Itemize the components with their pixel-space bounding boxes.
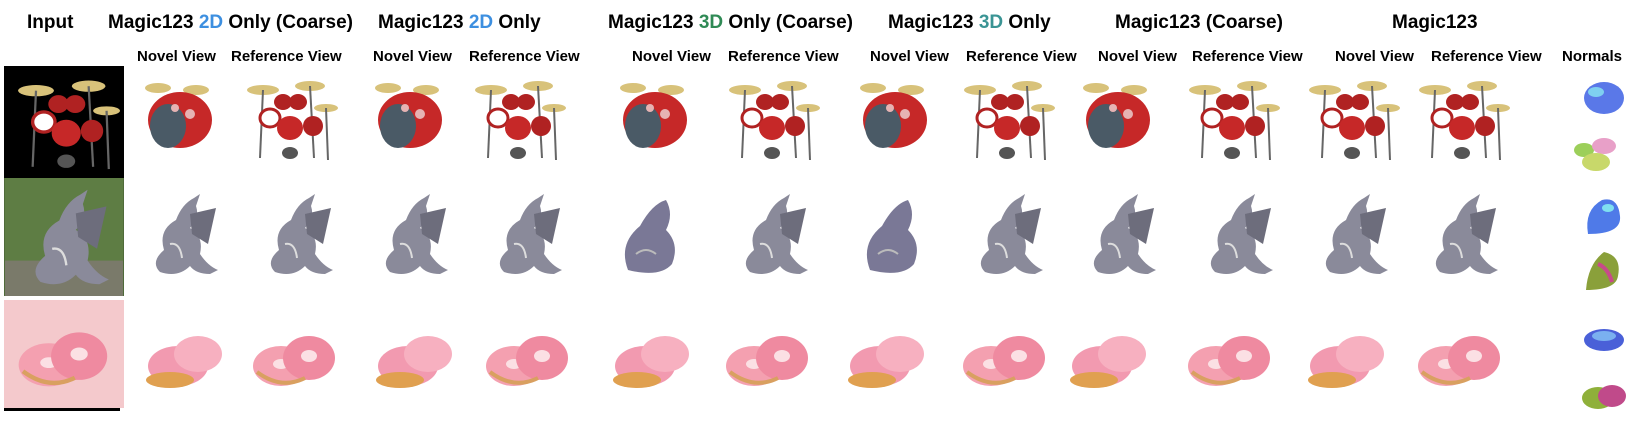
header-prefix: Magic123	[888, 12, 979, 33]
subheader-normals: Normals	[1562, 48, 1623, 65]
result-dragon-coarse-novel	[1068, 184, 1168, 284]
tag-2d: 2D	[198, 12, 224, 33]
header-3d-only-coarse: Magic123 3D Only (Coarse)	[608, 12, 853, 34]
tag-2d: 2D	[468, 12, 494, 33]
result-drum-kit-coarse-reference	[1180, 68, 1280, 168]
result-dragon-coarse-reference	[1185, 184, 1285, 284]
input-image-donuts	[4, 300, 124, 408]
result-donuts-2d-reference	[478, 306, 578, 406]
tag-3d: 3D	[698, 12, 724, 33]
result-donuts-2d-coarse-novel	[138, 306, 238, 406]
header-full: Magic123	[1392, 12, 1478, 33]
result-drum-kit-2d-coarse-reference	[238, 68, 338, 168]
subheader-novel-view: Novel View	[137, 48, 216, 65]
result-donuts-3d-coarse-novel	[605, 306, 705, 406]
result-dragon-2d-coarse-novel	[130, 184, 230, 284]
result-dragon-3d-coarse-novel	[600, 184, 700, 284]
result-drum-kit-3d-reference	[955, 68, 1055, 168]
result-donuts-full-novel	[1300, 306, 1400, 406]
normals-drum-kit-top	[1578, 74, 1630, 122]
result-drum-kit-2d-coarse-novel	[130, 68, 230, 168]
subheader-novel-view: Novel View	[870, 48, 949, 65]
normals-donuts-top	[1578, 316, 1630, 364]
result-drum-kit-3d-novel	[845, 68, 945, 168]
result-donuts-coarse-reference	[1180, 306, 1280, 406]
divider	[4, 408, 120, 411]
header-suffix: Only (Coarse)	[723, 12, 853, 33]
input-image-dragon-statue	[4, 178, 124, 296]
result-drum-kit-2d-reference	[466, 68, 566, 168]
header-suffix: Only (Coarse)	[223, 12, 353, 33]
subheader-novel-view: Novel View	[1335, 48, 1414, 65]
result-dragon-3d-reference	[955, 184, 1055, 284]
result-donuts-2d-coarse-reference	[245, 306, 345, 406]
subheader-reference-view: Reference View	[1431, 48, 1542, 65]
result-dragon-3d-novel	[842, 184, 942, 284]
header-prefix: Magic123	[108, 12, 199, 33]
input-image-drum-kit	[4, 66, 124, 184]
header-input: Input	[27, 12, 74, 33]
result-dragon-3d-coarse-reference	[720, 184, 820, 284]
result-drum-kit-2d-novel	[360, 68, 460, 168]
header-suffix: Only	[1003, 12, 1051, 33]
result-donuts-3d-novel	[840, 306, 940, 406]
result-drum-kit-3d-coarse-novel	[605, 68, 705, 168]
normals-drum-kit-side	[1570, 130, 1622, 178]
result-dragon-full-reference	[1410, 184, 1510, 284]
subheader-reference-view: Reference View	[728, 48, 839, 65]
subheader-reference-view: Reference View	[231, 48, 342, 65]
header-prefix: Magic123	[378, 12, 469, 33]
result-donuts-3d-coarse-reference	[718, 306, 818, 406]
subheader-reference-view: Reference View	[469, 48, 580, 65]
subheader-reference-view: Reference View	[966, 48, 1077, 65]
header-2d-only-coarse: Magic123 2D Only (Coarse)	[108, 12, 353, 34]
header-coarse: Magic123 (Coarse)	[1115, 12, 1283, 33]
subheader-novel-view: Novel View	[1098, 48, 1177, 65]
header-3d-only: Magic123 3D Only	[888, 12, 1051, 34]
result-donuts-3d-reference	[955, 306, 1055, 406]
result-donuts-coarse-novel	[1062, 306, 1162, 406]
tag-3d: 3D	[978, 12, 1004, 33]
result-donuts-2d-novel	[368, 306, 468, 406]
result-dragon-2d-coarse-reference	[245, 184, 345, 284]
result-drum-kit-full-novel	[1300, 68, 1400, 168]
header-suffix: Only	[493, 12, 541, 33]
result-dragon-full-novel	[1300, 184, 1400, 284]
result-donuts-full-reference	[1410, 306, 1510, 406]
result-drum-kit-full-reference	[1410, 68, 1510, 168]
subheader-reference-view: Reference View	[1192, 48, 1303, 65]
result-dragon-2d-novel	[360, 184, 460, 284]
normals-donuts-side	[1578, 372, 1630, 420]
result-dragon-2d-reference	[474, 184, 574, 284]
normals-dragon-front	[1578, 190, 1630, 238]
header-2d-only: Magic123 2D Only	[378, 12, 541, 34]
subheader-novel-view: Novel View	[373, 48, 452, 65]
result-drum-kit-coarse-novel	[1068, 68, 1168, 168]
result-drum-kit-3d-coarse-reference	[720, 68, 820, 168]
header-prefix: Magic123	[608, 12, 699, 33]
normals-dragon-back	[1578, 244, 1630, 292]
subheader-novel-view: Novel View	[632, 48, 711, 65]
